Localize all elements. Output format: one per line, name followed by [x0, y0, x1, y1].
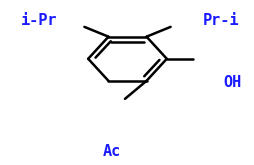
Text: Pr-i: Pr-i	[202, 13, 238, 28]
Text: i-Pr: i-Pr	[21, 13, 57, 28]
Text: OH: OH	[223, 75, 241, 90]
Text: Ac: Ac	[103, 144, 121, 159]
